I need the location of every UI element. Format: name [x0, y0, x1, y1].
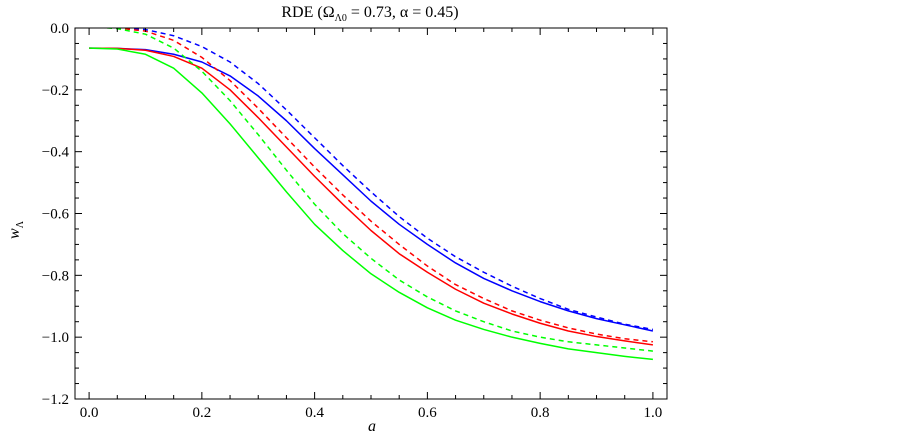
- y-tick-label: −1.2: [42, 392, 69, 408]
- x-axis-label: a: [368, 418, 376, 435]
- y-tick-label: −0.4: [42, 145, 70, 161]
- y-tick-label: 0.0: [50, 21, 69, 37]
- chart-title: RDE (ΩΛ0 = 0.73, α = 0.45): [281, 4, 458, 24]
- plot-area: [89, 28, 654, 361]
- x-tick-label: 0.4: [305, 405, 324, 421]
- x-tick-label: 0.0: [80, 405, 99, 421]
- series-line-3: [89, 47, 653, 361]
- y-tick-label: −0.6: [42, 207, 70, 223]
- chart-title-rest: = 0.73, α = 0.45): [347, 4, 459, 21]
- y-tick-label: −0.2: [42, 83, 69, 99]
- x-tick-label: 0.8: [531, 405, 550, 421]
- y-tick-label: −1.0: [42, 330, 69, 346]
- y-tick-label: −0.8: [42, 268, 69, 284]
- svg-text:wΛ: wΛ: [6, 220, 26, 239]
- series-line-5: [103, 28, 653, 343]
- y-axis-label-sub: Λ: [15, 220, 26, 228]
- x-tick-label: 0.2: [192, 405, 211, 421]
- y-axis-label-main: w: [6, 228, 23, 239]
- series-line-1: [89, 47, 654, 332]
- axes: 0.0 0.2 0.4 0.6 0.8 1.0 0.0 −0.2 −0.4 −0.6 −0.8 −1.…: [42, 21, 668, 421]
- chart-title-sub: Λ0: [335, 13, 347, 24]
- series-line-6: [99, 28, 653, 352]
- y-axis-label: wΛ: [6, 220, 26, 239]
- x-tick-label: 1.0: [644, 405, 663, 421]
- series-line-2: [89, 47, 654, 346]
- x-tick-label: 0.6: [418, 405, 437, 421]
- chart-title-main: RDE (Ω: [281, 4, 334, 21]
- series-line-4: [113, 28, 654, 331]
